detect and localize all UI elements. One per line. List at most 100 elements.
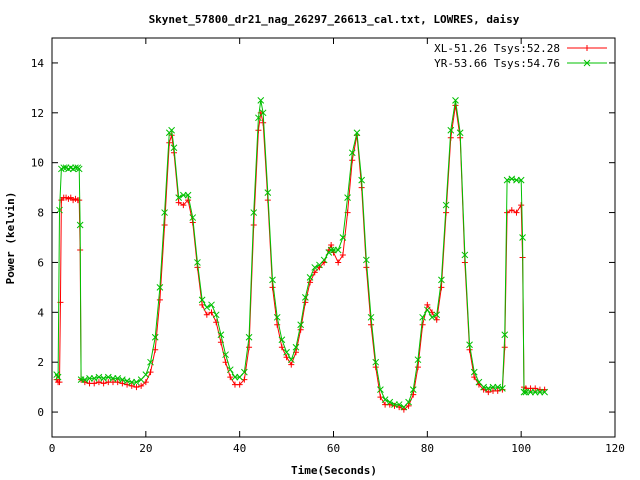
x-tick-label: 60 — [327, 442, 340, 455]
data-point — [335, 259, 342, 266]
data-point — [222, 351, 229, 359]
data-point — [466, 341, 473, 349]
data-point — [185, 197, 192, 204]
data-point — [138, 382, 145, 389]
series-line — [56, 105, 545, 411]
data-point — [147, 358, 154, 366]
x-tick-label: 100 — [511, 442, 531, 455]
axis-ticks: 0 20 40 60 80 100 120 0 2 4 6 8 10 12 14 — [31, 38, 625, 455]
data-point — [241, 368, 248, 376]
data-point — [91, 380, 98, 387]
data-point — [203, 311, 210, 318]
data-point — [470, 368, 478, 376]
data-point — [519, 234, 526, 241]
data-point — [227, 374, 234, 381]
data-point — [456, 129, 464, 137]
data-point — [259, 109, 267, 117]
data-point — [142, 371, 150, 379]
data-point — [297, 326, 304, 333]
data-point — [203, 303, 211, 311]
data-point — [273, 313, 281, 321]
legend: XL-51.26 Tsys:52.28 YR-53.66 Tsys:54.76 — [434, 42, 607, 70]
data-point — [409, 386, 417, 393]
data-point — [189, 214, 197, 221]
data-point — [377, 386, 384, 393]
data-point — [438, 284, 445, 291]
data-point — [217, 331, 225, 339]
data-point — [283, 348, 290, 356]
data-point — [133, 384, 140, 391]
data-point — [358, 176, 366, 184]
data-point — [175, 199, 182, 206]
data-point — [508, 207, 515, 214]
data-point — [419, 313, 426, 321]
data-point — [151, 333, 159, 341]
data-point — [532, 385, 539, 392]
data-point — [264, 189, 272, 196]
data-point — [198, 296, 206, 304]
x-tick-label: 40 — [233, 442, 246, 455]
data-point — [517, 176, 525, 184]
data-point — [246, 344, 253, 351]
data-point — [386, 398, 394, 406]
legend-swatch-marker — [583, 59, 591, 67]
data-point — [327, 246, 335, 254]
data-point — [306, 274, 314, 281]
data-point — [194, 259, 201, 266]
data-point — [170, 144, 178, 152]
legend-swatch-marker — [584, 45, 590, 51]
data-point — [362, 256, 370, 264]
data-point — [367, 313, 375, 321]
data-point — [161, 222, 168, 229]
data-point — [405, 398, 412, 406]
data-point — [288, 361, 295, 368]
y-tick-label: 6 — [37, 256, 44, 269]
data-point — [307, 279, 314, 286]
data-point — [156, 296, 163, 303]
data-point — [428, 313, 436, 321]
y-tick-label: 10 — [31, 157, 44, 170]
data-point — [391, 402, 398, 409]
data-point — [372, 358, 380, 366]
data-point — [175, 194, 183, 201]
data-point — [278, 344, 285, 351]
data-point — [156, 284, 164, 291]
data-point — [72, 164, 79, 172]
data-point — [452, 96, 459, 104]
x-tick-label: 0 — [49, 442, 56, 455]
data-point — [501, 331, 509, 339]
data-point — [395, 401, 403, 408]
data-point — [208, 301, 215, 309]
data-point — [161, 209, 168, 216]
data-point — [344, 194, 351, 201]
data-point — [447, 126, 455, 134]
data-point — [226, 366, 234, 374]
data-point — [423, 306, 431, 314]
y-tick-label: 4 — [37, 306, 44, 319]
data-point — [381, 396, 389, 403]
data-point — [513, 209, 520, 216]
y-tick-label: 8 — [37, 207, 44, 220]
data-point — [257, 96, 265, 104]
series-layer — [53, 96, 548, 413]
data-point — [301, 293, 309, 301]
x-axis-label: Time(Seconds) — [291, 464, 377, 477]
data-point — [184, 191, 192, 199]
legend-label-xl: XL-51.26 Tsys:52.28 — [434, 42, 560, 55]
data-point — [424, 301, 431, 308]
data-point — [414, 356, 422, 364]
y-tick-label: 0 — [37, 406, 44, 419]
data-point — [419, 321, 426, 328]
data-point — [320, 256, 328, 264]
chart-title: Skynet_57800_dr21_nag_26297_26613_cal.tx… — [149, 13, 520, 26]
data-point — [287, 356, 295, 364]
data-point — [520, 388, 528, 396]
data-point — [278, 336, 286, 344]
data-point — [499, 385, 506, 392]
data-point — [236, 381, 243, 388]
data-point — [461, 251, 469, 259]
data-point — [269, 284, 276, 291]
data-point — [54, 373, 62, 381]
x-tick-label: 20 — [139, 442, 152, 455]
